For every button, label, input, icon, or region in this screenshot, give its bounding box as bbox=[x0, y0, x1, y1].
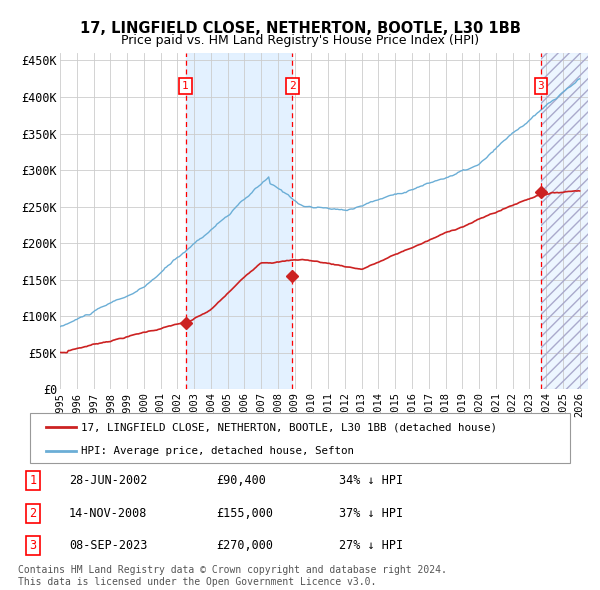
Text: 17, LINGFIELD CLOSE, NETHERTON, BOOTLE, L30 1BB: 17, LINGFIELD CLOSE, NETHERTON, BOOTLE, … bbox=[80, 21, 520, 35]
Text: 37% ↓ HPI: 37% ↓ HPI bbox=[339, 507, 403, 520]
Bar bbox=[541, 53, 588, 389]
Text: Contains HM Land Registry data © Crown copyright and database right 2024.
This d: Contains HM Land Registry data © Crown c… bbox=[18, 565, 447, 587]
Text: HPI: Average price, detached house, Sefton: HPI: Average price, detached house, Seft… bbox=[82, 445, 354, 455]
Text: £155,000: £155,000 bbox=[216, 507, 273, 520]
Text: 1: 1 bbox=[29, 474, 37, 487]
Bar bbox=[185, 53, 292, 389]
Text: 34% ↓ HPI: 34% ↓ HPI bbox=[339, 474, 403, 487]
Text: 3: 3 bbox=[538, 81, 544, 91]
Bar bbox=[541, 53, 588, 389]
Text: 2: 2 bbox=[289, 81, 296, 91]
Text: 27% ↓ HPI: 27% ↓ HPI bbox=[339, 539, 403, 552]
Text: 2: 2 bbox=[29, 507, 37, 520]
Text: Price paid vs. HM Land Registry's House Price Index (HPI): Price paid vs. HM Land Registry's House … bbox=[121, 34, 479, 47]
Text: £270,000: £270,000 bbox=[216, 539, 273, 552]
Text: 28-JUN-2002: 28-JUN-2002 bbox=[69, 474, 148, 487]
Text: £90,400: £90,400 bbox=[216, 474, 266, 487]
FancyBboxPatch shape bbox=[30, 413, 570, 463]
Text: 14-NOV-2008: 14-NOV-2008 bbox=[69, 507, 148, 520]
Text: 1: 1 bbox=[182, 81, 189, 91]
Text: 17, LINGFIELD CLOSE, NETHERTON, BOOTLE, L30 1BB (detached house): 17, LINGFIELD CLOSE, NETHERTON, BOOTLE, … bbox=[82, 422, 497, 432]
Text: 3: 3 bbox=[29, 539, 37, 552]
Text: 08-SEP-2023: 08-SEP-2023 bbox=[69, 539, 148, 552]
